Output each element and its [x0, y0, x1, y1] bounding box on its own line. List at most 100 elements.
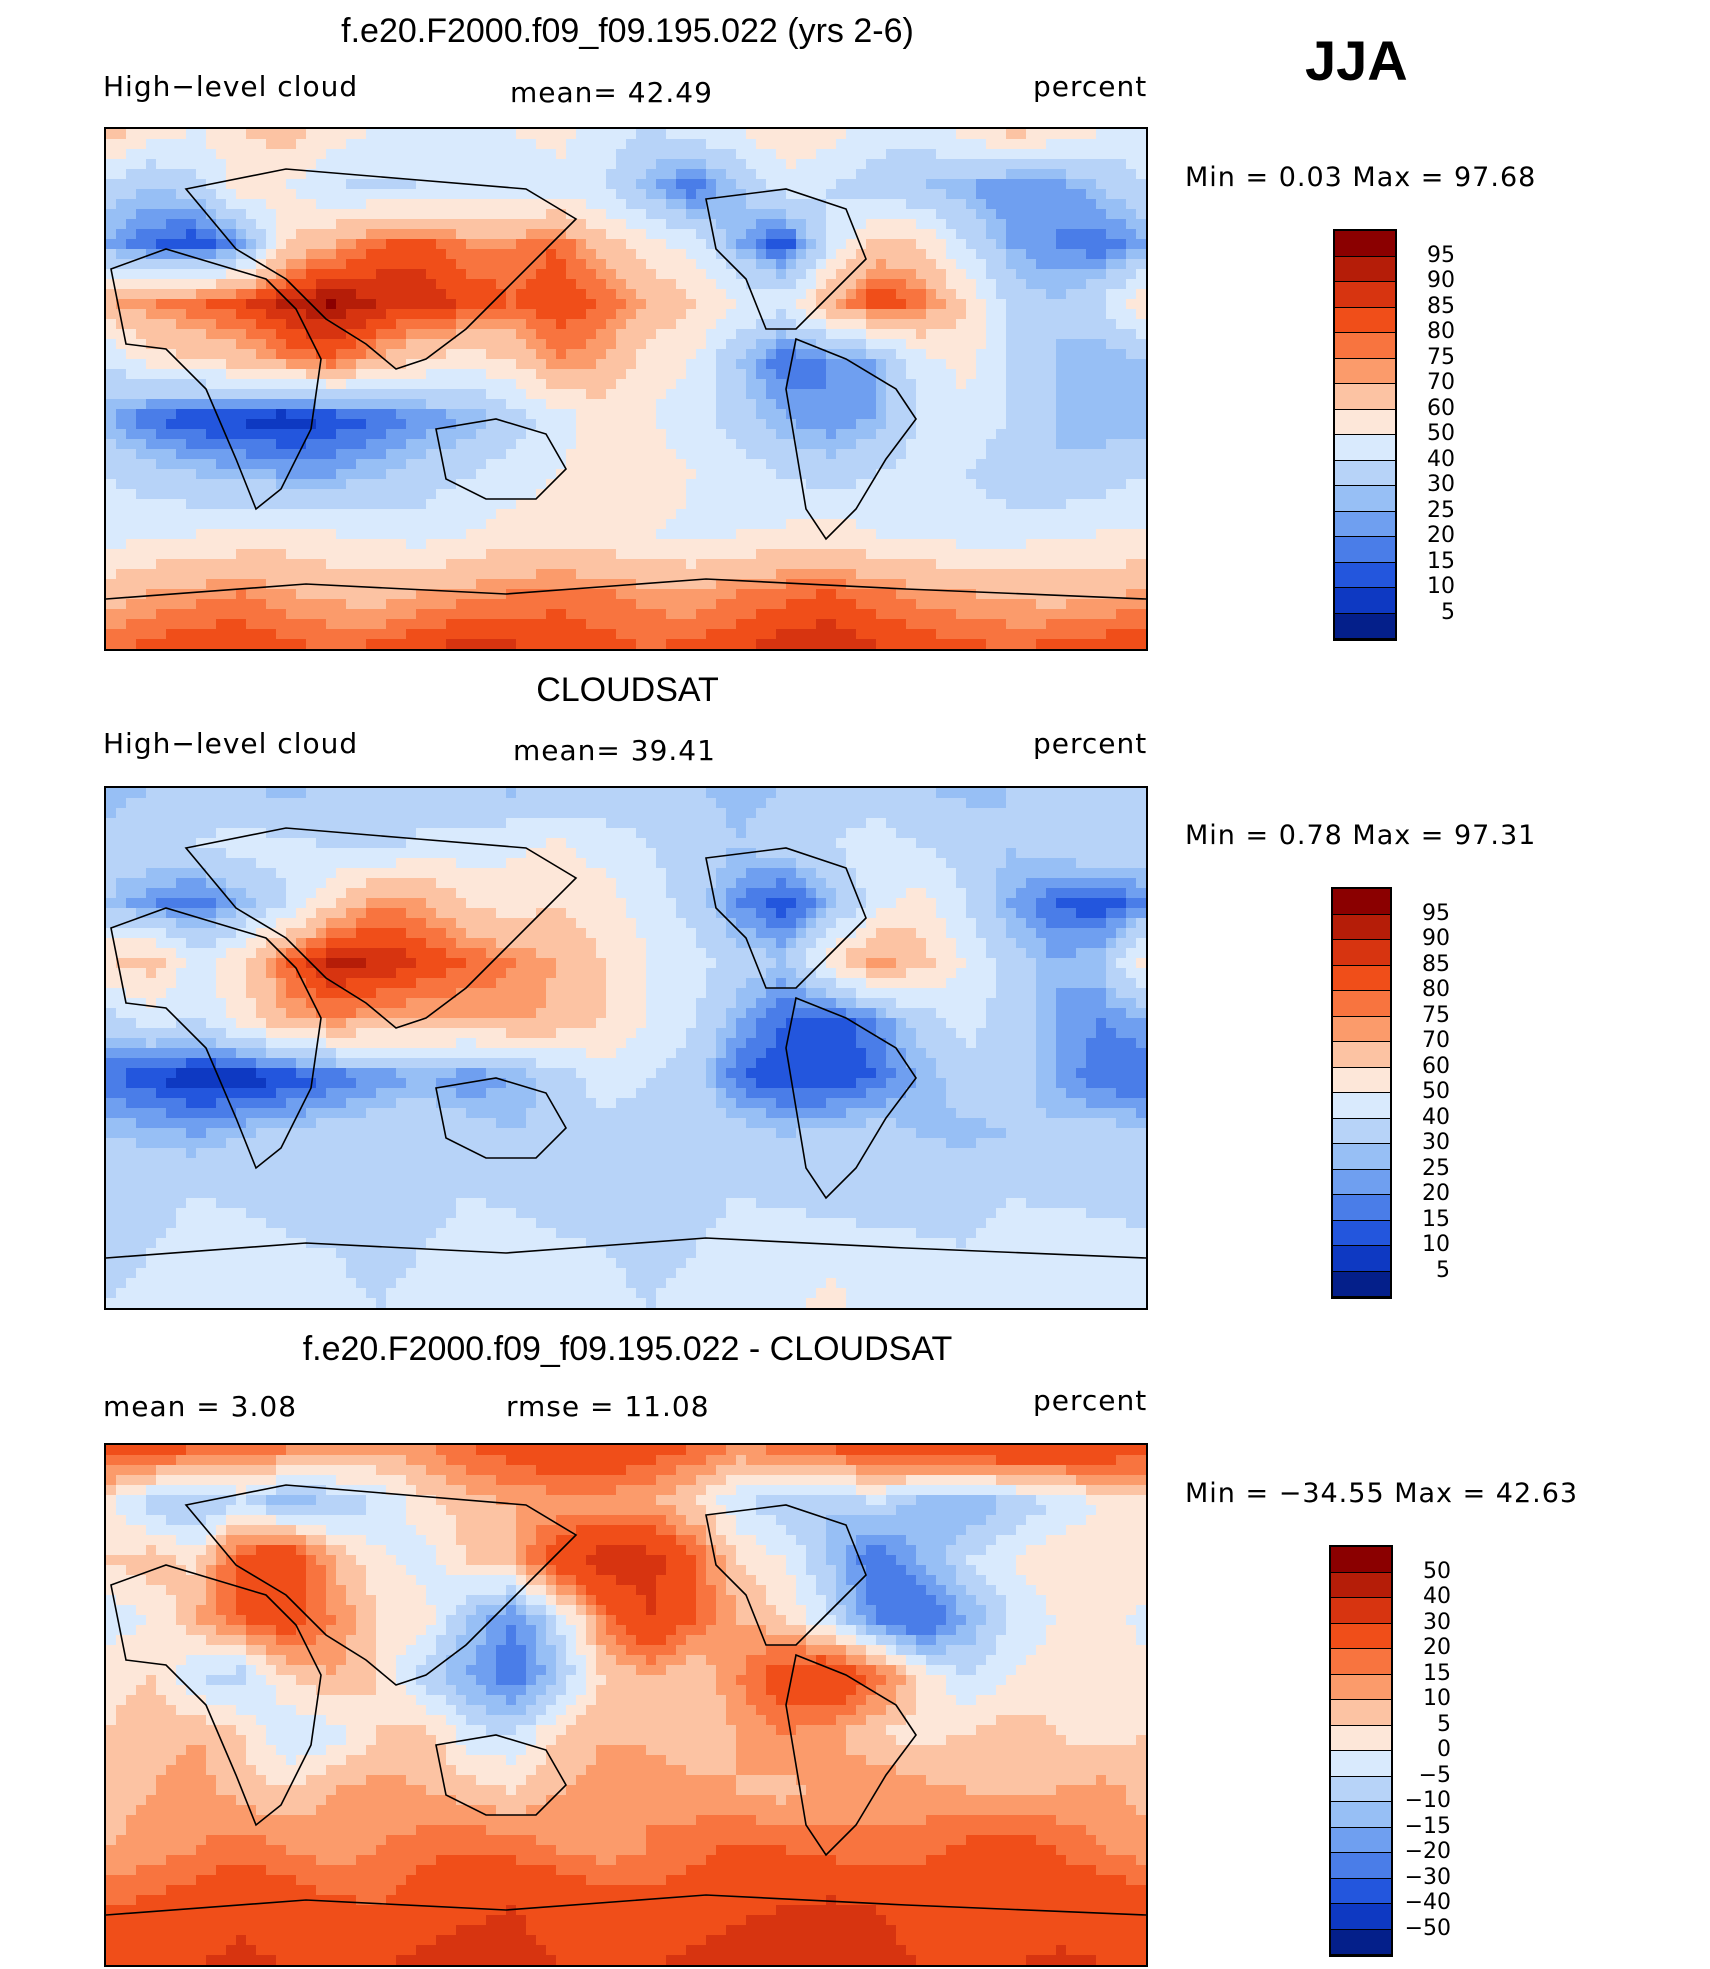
colorbar-bin — [1331, 1878, 1391, 1904]
colorbar-bin — [1331, 1725, 1391, 1751]
colorbar-tick-label: 80 — [1427, 319, 1455, 344]
colorbar-bin — [1335, 409, 1395, 435]
colorbar-tick-label: 75 — [1427, 344, 1455, 370]
colorbar-tick-label: 25 — [1422, 1155, 1450, 1181]
colorbar-tick-label: −5 — [1418, 1762, 1451, 1788]
colorbar-tick-label: 60 — [1422, 1053, 1450, 1079]
coastline — [705, 188, 867, 330]
colorbar-bin — [1331, 1674, 1391, 1700]
colorbar-bin — [1331, 1649, 1391, 1675]
colorbar-bin — [1333, 1220, 1390, 1246]
panel-1-field — [106, 129, 1146, 649]
colorbar-tick-label: 90 — [1422, 926, 1450, 951]
panel-2-mean-label: mean= 39.41 — [513, 734, 716, 767]
colorbar-bin — [1333, 914, 1390, 940]
colorbar-bin — [1333, 1067, 1390, 1093]
coastline — [184, 168, 578, 370]
colorbar-tick-label: 5 — [1436, 1257, 1450, 1283]
colorbar-bin — [1331, 1572, 1391, 1598]
panel-2-colorbar: 95 90 85 80 75 70 60 50 40 30 25 20 15 10 5 — [1331, 887, 1450, 1299]
colorbar-bin — [1333, 1042, 1390, 1068]
colorbar-bin — [1331, 1598, 1391, 1624]
panel-3-min-max: Min = −34.55 Max = 42.63 — [1185, 1478, 1579, 1509]
coastline — [110, 1564, 322, 1827]
colorbar-tick-label: 20 — [1422, 1181, 1450, 1206]
colorbar-bin — [1335, 537, 1395, 563]
colorbar-bin — [1333, 889, 1390, 915]
panel-3-map — [104, 1443, 1148, 1967]
panel-1-title: f.e20.F2000.f09_f09.195.022 (yrs 2-6) — [341, 12, 914, 50]
colorbar-tick-label: −40 — [1404, 1890, 1451, 1915]
colorbar-tick-label: 95 — [1422, 900, 1450, 926]
colorbar-tick-label: 5 — [1441, 599, 1455, 625]
colorbar-tick-label: 30 — [1423, 1609, 1451, 1635]
colorbar-tick-label: 20 — [1427, 523, 1455, 548]
colorbar-bin — [1333, 1271, 1390, 1297]
panel-1-mean-label: mean= 42.49 — [510, 76, 713, 109]
colorbar-tick-label: 30 — [1422, 1130, 1450, 1155]
colorbar-tick-label: 5 — [1437, 1711, 1451, 1737]
colorbar-bin — [1335, 562, 1395, 588]
colorbar-tick-label: −50 — [1404, 1915, 1451, 1941]
colorbar-tick-label: 15 — [1422, 1206, 1450, 1232]
colorbar-tick-label: 60 — [1427, 395, 1455, 421]
colorbar-tick-label: 50 — [1423, 1558, 1451, 1584]
colorbar-tick-label: −30 — [1404, 1864, 1451, 1890]
colorbar-bin — [1331, 1776, 1391, 1802]
colorbar-tick-label: 75 — [1422, 1002, 1450, 1028]
coastline — [785, 337, 917, 541]
colorbar-bin — [1335, 460, 1395, 486]
coastline — [106, 1894, 1146, 1916]
coastline — [110, 248, 322, 511]
colorbar-tick-label: 85 — [1422, 951, 1450, 977]
panel-2-field — [106, 788, 1146, 1308]
colorbar-bin — [1335, 256, 1395, 282]
colorbar-bin — [1335, 358, 1395, 384]
colorbar-tick-label: 90 — [1427, 268, 1455, 293]
coastline — [705, 1504, 867, 1646]
colorbar-bin — [1333, 1093, 1390, 1119]
colorbar-bin — [1333, 1118, 1390, 1144]
panel-3-colorbar: 50 40 30 20 15 10 5 0 −5 −10 −15 −20 −30 −40 −50 — [1329, 1545, 1451, 1957]
coastline — [106, 578, 1146, 600]
colorbar-tick-label: −15 — [1404, 1813, 1451, 1839]
colorbar-bin — [1335, 231, 1395, 257]
panel-2-variable-label: High−level cloud — [103, 727, 359, 760]
colorbar-tick-label: 10 — [1423, 1686, 1451, 1711]
colorbar-tick-label: 15 — [1423, 1660, 1451, 1686]
colorbar-bin — [1335, 333, 1395, 359]
colorbar-bin — [1335, 613, 1395, 639]
colorbar-bin — [1331, 1853, 1391, 1879]
colorbar-bin — [1333, 1016, 1390, 1042]
coastline — [184, 827, 578, 1029]
colorbar-bin — [1333, 1246, 1390, 1272]
colorbar-tick-label: −20 — [1404, 1839, 1451, 1864]
coastline — [110, 907, 322, 1170]
panel-1-map — [104, 127, 1148, 651]
colorbar-tick-label: 70 — [1427, 370, 1455, 395]
colorbar-bin — [1335, 282, 1395, 308]
panel-3-units-label: percent — [1033, 1384, 1148, 1417]
colorbar-bin — [1331, 1802, 1391, 1828]
panel-3-rmse-label: rmse = 11.08 — [506, 1390, 710, 1423]
colorbar-tick-label: 20 — [1423, 1635, 1451, 1660]
colorbar-tick-label: 70 — [1422, 1028, 1450, 1053]
panel-1-min-max: Min = 0.03 Max = 97.68 — [1185, 162, 1537, 193]
colorbar-tick-label: 10 — [1422, 1232, 1450, 1257]
colorbar-bin — [1335, 307, 1395, 333]
colorbar-bin — [1333, 940, 1390, 966]
colorbar-bin — [1333, 1144, 1390, 1170]
colorbar-bin — [1331, 1547, 1391, 1573]
colorbar-tick-label: 40 — [1422, 1104, 1450, 1130]
coastline — [785, 996, 917, 1200]
colorbar-bin — [1335, 486, 1395, 512]
colorbar-tick-label: −10 — [1404, 1788, 1451, 1813]
panel-2-min-max: Min = 0.78 Max = 97.31 — [1185, 820, 1537, 851]
coastline — [785, 1653, 917, 1857]
colorbar-bin — [1331, 1827, 1391, 1853]
coastline — [705, 847, 867, 989]
colorbar-tick-label: 50 — [1422, 1079, 1450, 1104]
coastline — [435, 1077, 567, 1159]
colorbar-tick-label: 40 — [1427, 446, 1455, 472]
